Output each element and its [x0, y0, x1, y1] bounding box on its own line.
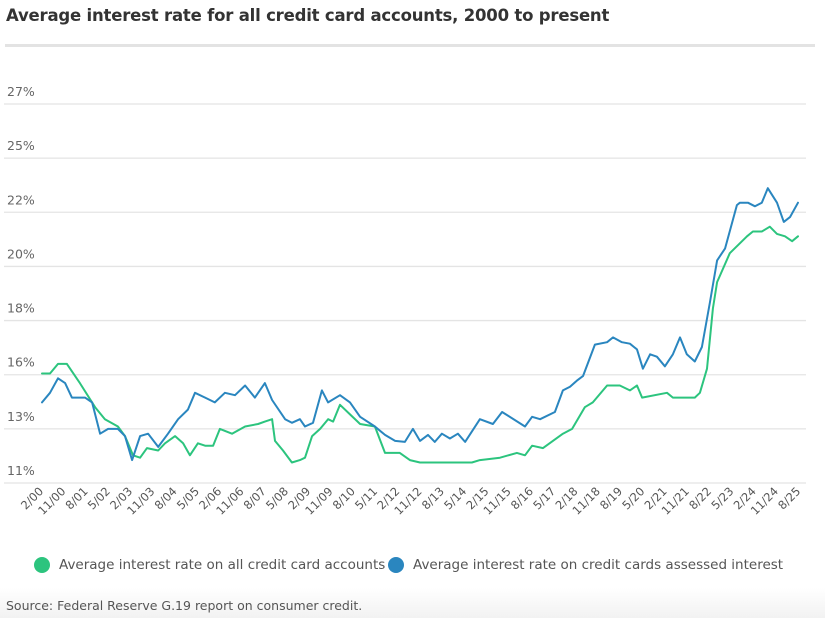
y-tick-label: 22% — [7, 192, 35, 207]
x-tick-label: 8/16 — [508, 484, 536, 512]
chart-title: Average interest rate for all credit car… — [6, 6, 610, 25]
x-tick-label: 8/01 — [62, 484, 90, 512]
x-tick-label: 5/17 — [530, 484, 558, 512]
y-axis-labels: 11% 13% 16% 18% 20% 22% 25% 27% — [7, 84, 35, 478]
legend-label: Average interest rate on all credit card… — [59, 557, 386, 573]
x-tick-label: 5/14 — [441, 484, 469, 512]
source-footer — [0, 588, 825, 618]
x-tick-label: 8/10 — [330, 484, 358, 512]
x-tick-label: 8/19 — [597, 484, 625, 512]
x-tick-label: 8/25 — [775, 484, 803, 512]
y-tick-label: 25% — [7, 138, 35, 153]
legend-dot-green — [34, 557, 50, 573]
legend-label: Average interest rate on credit cards as… — [413, 557, 784, 573]
y-tick-label: 18% — [7, 301, 35, 316]
x-tick-label: 8/22 — [686, 484, 714, 512]
line-chart: 11% 13% 16% 18% 20% 22% 25% 27% 2/0011/008/015/… — [4, 84, 806, 518]
legend-item-assessed-interest[interactable]: Average interest rate on credit cards as… — [388, 557, 783, 573]
legend-dot-blue — [388, 557, 404, 573]
x-tick-label: 8/13 — [419, 484, 447, 512]
legend-item-all-accounts[interactable]: Average interest rate on all credit card… — [34, 557, 385, 573]
title-divider — [5, 44, 815, 47]
series-line-assessed-interest — [41, 187, 799, 462]
x-tick-label: 8/04 — [152, 484, 180, 512]
y-tick-label: 16% — [7, 355, 35, 370]
x-tick-label: 8/07 — [241, 484, 269, 512]
y-tick-label: 11% — [7, 463, 35, 478]
y-tick-label: 20% — [7, 246, 35, 261]
x-tick-label: 5/11 — [352, 484, 380, 512]
gridlines — [4, 103, 806, 484]
y-tick-label: 13% — [7, 409, 35, 424]
series-line-all-accounts — [41, 225, 799, 464]
x-tick-label: 5/05 — [174, 484, 202, 512]
series-lines — [41, 187, 799, 464]
x-tick-label: 5/23 — [708, 484, 736, 512]
x-tick-label: 5/08 — [263, 484, 291, 512]
x-tick-label: 5/20 — [619, 484, 647, 512]
y-tick-label: 27% — [7, 84, 35, 99]
source-note: Source: Federal Reserve G.19 report on c… — [6, 598, 363, 613]
x-tick-label: 5/02 — [85, 484, 113, 512]
x-axis-labels: 2/0011/008/015/022/0311/038/045/052/0611… — [18, 484, 803, 517]
